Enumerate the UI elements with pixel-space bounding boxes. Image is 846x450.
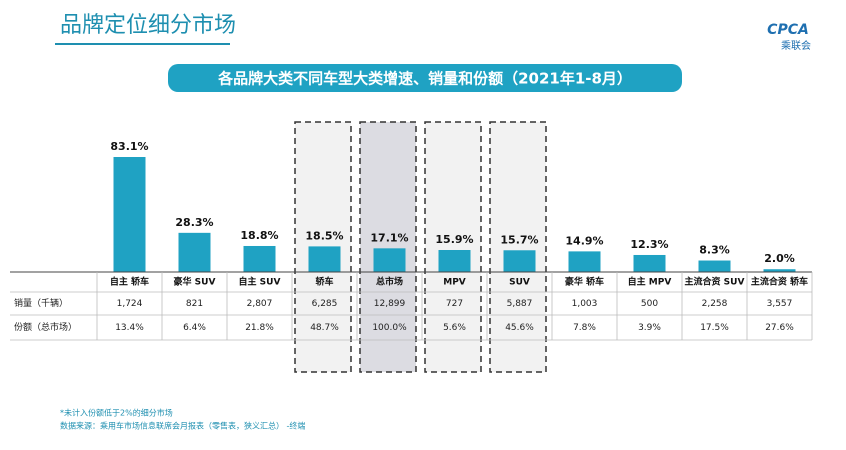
subtitle: 各品牌大类不同车型大类增速、销量和份额（2021年1-8月） xyxy=(217,70,632,88)
table-cell: 727 xyxy=(446,299,463,309)
table-cell: 500 xyxy=(641,299,658,309)
x-tick-label: 主流合资 轿车 xyxy=(751,276,808,288)
table-cell: 821 xyxy=(186,299,203,309)
table-cell: 1,003 xyxy=(572,299,598,309)
data-label: 15.9% xyxy=(435,233,473,246)
x-tick-label: 自主 SUV xyxy=(239,276,281,288)
table-cell: 6.4% xyxy=(183,323,206,333)
table-cell: 12,899 xyxy=(374,299,406,309)
data-label: 28.3% xyxy=(175,216,213,229)
bar xyxy=(438,249,471,272)
highlight-box xyxy=(424,121,482,373)
bar xyxy=(243,245,276,272)
bar xyxy=(698,260,731,272)
x-tick-label: MPV xyxy=(443,278,466,288)
table-cell: 5.6% xyxy=(443,323,466,333)
data-label: 18.5% xyxy=(305,229,343,242)
highlight-box xyxy=(489,121,547,373)
table-cell: 21.8% xyxy=(245,323,274,333)
data-label: 12.3% xyxy=(630,238,668,251)
table-cell: 2,258 xyxy=(702,299,728,309)
table-cell: 7.8% xyxy=(573,323,596,333)
data-label: 83.1% xyxy=(110,140,148,153)
x-tick-label: 豪华 SUV xyxy=(174,276,216,288)
table-cell: 6,285 xyxy=(312,299,338,309)
x-tick-label: 自主 MPV xyxy=(628,276,672,288)
table-cell: 3.9% xyxy=(638,323,661,333)
logo-text: 乘联会 xyxy=(781,39,811,52)
data-label: 18.8% xyxy=(240,229,278,242)
bar xyxy=(763,269,796,272)
data-label: 14.9% xyxy=(565,234,603,247)
bar xyxy=(568,251,601,272)
x-tick-label: SUV xyxy=(509,278,530,288)
table-cell: 45.6% xyxy=(505,323,534,333)
data-label: 8.3% xyxy=(699,244,730,257)
bar xyxy=(633,254,666,272)
table-cell: 5,887 xyxy=(507,299,533,309)
table-cell: 17.5% xyxy=(700,323,729,333)
bar xyxy=(373,248,406,272)
highlight-box xyxy=(359,121,417,373)
bar xyxy=(308,246,341,272)
table-cell: 13.4% xyxy=(115,323,144,333)
chart-title: 品牌定位细分市场 xyxy=(60,13,236,38)
logo: CPCA xyxy=(767,22,809,38)
bar xyxy=(178,232,211,272)
bar xyxy=(503,250,536,272)
note: *未计入份额低于2%的细分市场 xyxy=(60,408,173,418)
data-label: 2.0% xyxy=(764,252,795,265)
data-label: 15.7% xyxy=(500,233,538,246)
note: 数据来源：乘用车市场信息联席会月报表（零售表，狭义汇总） -终端 xyxy=(60,421,305,431)
bar xyxy=(113,157,146,272)
row-label: 份额（总市场） xyxy=(14,321,77,333)
x-tick-label: 主流合资 SUV xyxy=(685,276,745,288)
row-label: 销量（千辆） xyxy=(14,297,68,309)
subtitle-banner xyxy=(168,64,682,92)
table-cell: 1,724 xyxy=(117,299,143,309)
table-cell: 27.6% xyxy=(765,323,794,333)
data-label: 17.1% xyxy=(370,231,408,244)
x-tick-label: 轿车 xyxy=(315,276,333,288)
x-tick-label: 自主 轿车 xyxy=(110,276,149,288)
x-tick-label: 总市场 xyxy=(376,276,403,288)
table-cell: 3,557 xyxy=(767,299,793,309)
table-cell: 2,807 xyxy=(247,299,273,309)
x-tick-label: 豪华 轿车 xyxy=(565,276,604,288)
table-cell: 48.7% xyxy=(310,323,339,333)
table-cell: 100.0% xyxy=(372,323,407,333)
